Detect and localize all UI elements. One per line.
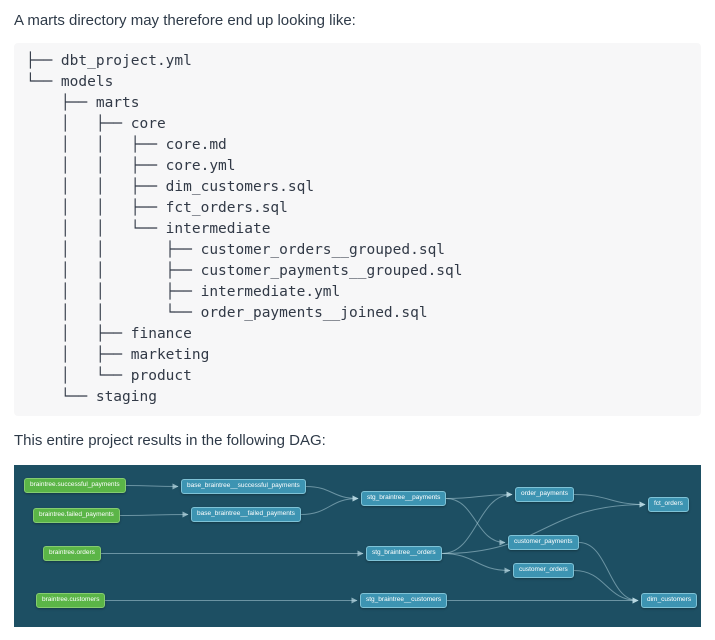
dag-node-fct_orders: fct_orders — [648, 497, 689, 512]
dag-edge-stg_braintree_orders-to-customer_orders — [441, 553, 511, 574]
dag-edge-stg_braintree_orders-to-order_payments — [441, 491, 513, 554]
dag-edge-customer_orders-to-dim_customers — [573, 570, 639, 604]
dag-edge-braintree_failed_payments-to-base_braintree_failed_payments — [119, 511, 189, 518]
dag-node-braintree_successful_payments: braintree.successful_payments — [24, 478, 126, 493]
dag-node-braintree_customers: braintree.customers — [36, 593, 106, 608]
dag-edge-base_braintree_failed_payments-to-stg_braintree_payments — [300, 495, 359, 515]
dag-node-order_payments: order_payments — [515, 487, 574, 502]
dag-edge-base_braintree_successful_payments-to-stg_braintree_payments — [305, 486, 359, 502]
dag-image: braintree.successful_payments braintree.f… — [14, 465, 701, 627]
dag-node-stg_braintree_customers: stg_braintree__customers — [360, 593, 448, 608]
dag-node-base_braintree_failed_payments: base_braintree__failed_payments — [191, 507, 301, 522]
dag-edge-stg_braintree_orders-to-fct_orders — [441, 501, 646, 554]
dag-edge-braintree_successful_payments-to-base_braintree_successful_payments — [125, 483, 179, 490]
dag-node-stg_braintree_orders: stg_braintree__orders — [366, 546, 442, 561]
intro-paragraph: A marts directory may therefore end up l… — [14, 12, 356, 29]
dag-edge-order_payments-to-fct_orders — [573, 494, 646, 508]
dag-edge-customer_payments-to-dim_customers — [578, 542, 639, 604]
dag-caption: This entire project results in the follo… — [14, 432, 326, 449]
dag-node-customer_payments: customer_payments — [508, 535, 579, 550]
dag-node-base_braintree_successful_payments: base_braintree__successful_payments — [181, 479, 306, 494]
dag-edge-stg_braintree_payments-to-customer_payments — [445, 498, 506, 546]
dag-node-customer_orders: customer_orders — [513, 563, 574, 578]
dag-edge-stg_braintree_payments-to-order_payments — [445, 491, 513, 499]
dag-edges — [100, 483, 646, 604]
dag-node-stg_braintree_payments: stg_braintree__payments — [361, 491, 447, 506]
dag-node-dim_customers: dim_customers — [641, 593, 698, 608]
dag-node-braintree_orders: braintree.orders — [43, 546, 101, 561]
dag-node-braintree_failed_payments: braintree.failed_payments — [33, 508, 120, 523]
directory-tree-code-block: ├── dbt_project.yml └── models ├── marts… — [14, 43, 701, 416]
